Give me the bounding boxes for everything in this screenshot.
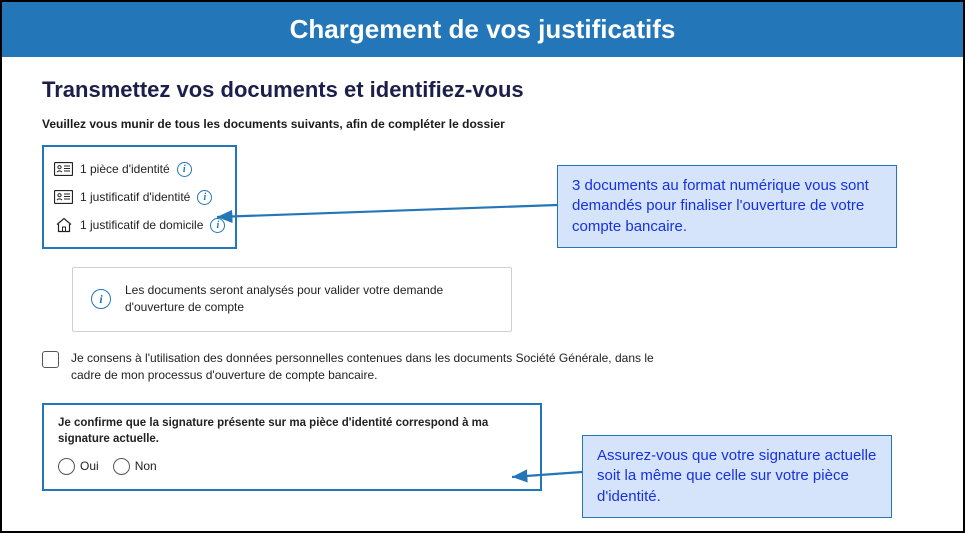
info-icon[interactable]: i [210,218,225,233]
callout-signature: Assurez-vous que votre signature actuell… [582,435,892,518]
info-icon: i [91,289,111,309]
document-label: 1 justificatif de domicile [80,218,203,232]
signature-yes-radio[interactable] [58,458,75,475]
info-icon[interactable]: i [177,162,192,177]
header-title: Chargement de vos justificatifs [290,14,676,44]
analysis-box: i Les documents seront analysés pour val… [72,267,512,332]
radio-label-yes: Oui [80,459,99,473]
consent-text: Je consens à l'utilisation des données p… [71,350,682,385]
document-label: 1 pièce d'identité [80,162,170,176]
house-icon [54,217,73,233]
analysis-text: Les documents seront analysés pour valid… [125,282,493,317]
id-card-icon [54,189,73,205]
id-card-icon [54,161,73,177]
radio-label-no: Non [135,459,157,473]
arrow-to-documents [212,187,562,247]
document-item: 1 justificatif de domicile i [54,211,225,239]
callout-documents: 3 documents au format numérique vous son… [557,165,897,248]
signature-no-radio[interactable] [113,458,130,475]
page-title: Transmettez vos documents et identifiez-… [42,77,923,103]
consent-row: Je consens à l'utilisation des données p… [42,350,682,385]
signature-label: Je confirme que la signature présente su… [58,415,526,448]
documents-box: 1 pièce d'identité i 1 justificatif d'id… [42,145,237,249]
radio-group: Oui Non [58,458,526,475]
info-icon[interactable]: i [197,190,212,205]
document-label: 1 justificatif d'identité [80,190,190,204]
document-item: 1 pièce d'identité i [54,155,225,183]
consent-checkbox[interactable] [42,351,59,368]
document-item: 1 justificatif d'identité i [54,183,225,211]
instruction-text: Veuillez vous munir de tous les document… [42,117,923,131]
page-header: Chargement de vos justificatifs [2,2,963,57]
signature-box: Je confirme que la signature présente su… [42,403,542,491]
